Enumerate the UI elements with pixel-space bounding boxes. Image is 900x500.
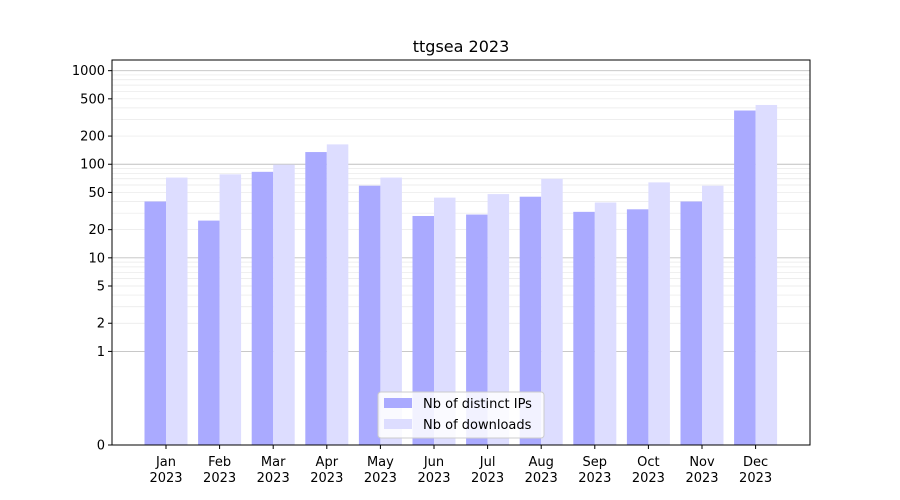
bar-distinct-ips <box>305 152 327 445</box>
x-tick-label-year: 2023 <box>149 471 182 486</box>
plot-frame <box>111 59 811 446</box>
bar-distinct-ips <box>198 220 220 445</box>
legend-box <box>377 391 545 439</box>
x-tick-label: Apr <box>316 455 339 470</box>
legend-swatch <box>384 419 412 429</box>
bar-distinct-ips <box>680 201 702 445</box>
x-tick-label: Mar <box>261 455 286 470</box>
bar-downloads <box>219 174 242 445</box>
bar-distinct-ips <box>734 110 756 446</box>
x-tick-label: Nov <box>689 455 715 470</box>
x-tick-label-year: 2023 <box>578 471 611 486</box>
x-tick-label: Sep <box>583 455 608 470</box>
bar-distinct-ips <box>412 215 434 445</box>
x-tick-label-year: 2023 <box>471 471 504 486</box>
y-tick-label: 50 <box>88 186 105 201</box>
y-tick-label: 1000 <box>72 64 105 79</box>
x-tick-label: Jan <box>155 455 176 470</box>
x-tick-label-year: 2023 <box>685 471 718 486</box>
x-tick-label-year: 2023 <box>257 471 290 486</box>
x-tick-label: Jun <box>423 455 444 470</box>
bar-downloads <box>273 164 295 445</box>
x-tick-label: Jul <box>479 455 496 470</box>
bar-distinct-ips <box>626 209 649 445</box>
bar-downloads <box>434 197 456 445</box>
bar-downloads <box>755 104 778 445</box>
y-tick-label: 20 <box>88 223 105 238</box>
x-tick-label: May <box>367 455 394 470</box>
bar-downloads <box>648 182 670 445</box>
x-tick-label-year: 2023 <box>739 471 772 486</box>
legend-label: Nb of distinct IPs <box>423 397 532 412</box>
x-tick-label-year: 2023 <box>632 471 665 486</box>
chart-title: ttgsea 2023 <box>413 37 510 56</box>
legend-label: Nb of downloads <box>423 418 532 433</box>
bar-distinct-ips <box>573 211 595 445</box>
bar-downloads <box>541 178 563 446</box>
bar-downloads <box>487 194 510 445</box>
x-tick-label-year: 2023 <box>310 471 343 486</box>
x-tick-label: Feb <box>208 455 231 470</box>
bar-downloads <box>166 177 188 446</box>
y-tick-label: 10 <box>88 251 105 266</box>
bar-distinct-ips <box>251 171 274 445</box>
legend-swatch <box>384 398 412 408</box>
y-tick-label: 2 <box>97 317 105 332</box>
x-tick-label-year: 2023 <box>417 471 450 486</box>
x-tick-label: Aug <box>529 455 554 470</box>
x-tick-label: Dec <box>743 455 768 470</box>
bar-downloads <box>380 177 402 446</box>
bar-distinct-ips <box>358 185 381 446</box>
bar-downloads <box>594 202 617 445</box>
y-tick-label: 5 <box>97 280 105 295</box>
x-tick-label-year: 2023 <box>525 471 558 486</box>
y-tick-label: 500 <box>80 92 105 107</box>
y-tick-label: 200 <box>80 130 105 145</box>
y-tick-label: 100 <box>80 158 105 173</box>
x-tick-label-year: 2023 <box>203 471 236 486</box>
y-axis: 0 1 2 5 10 20 50 100 200 500 1000 <box>72 64 112 454</box>
x-tick-label: Oct <box>637 455 659 470</box>
y-tick-label: 1 <box>97 345 105 360</box>
bar-downloads <box>326 144 349 445</box>
legend: Nb of distinct IPs Nb of downloads <box>377 391 545 439</box>
bar-downloads <box>702 185 724 446</box>
x-axis: Jan2023Feb2023Mar2023Apr2023May2023Jun20… <box>149 445 772 486</box>
y-tick-label: 0 <box>97 439 105 454</box>
bar-distinct-ips <box>519 196 542 445</box>
x-tick-label-year: 2023 <box>364 471 397 486</box>
bar-distinct-ips <box>144 201 166 445</box>
bar-distinct-ips <box>466 214 488 445</box>
bars <box>144 104 778 446</box>
